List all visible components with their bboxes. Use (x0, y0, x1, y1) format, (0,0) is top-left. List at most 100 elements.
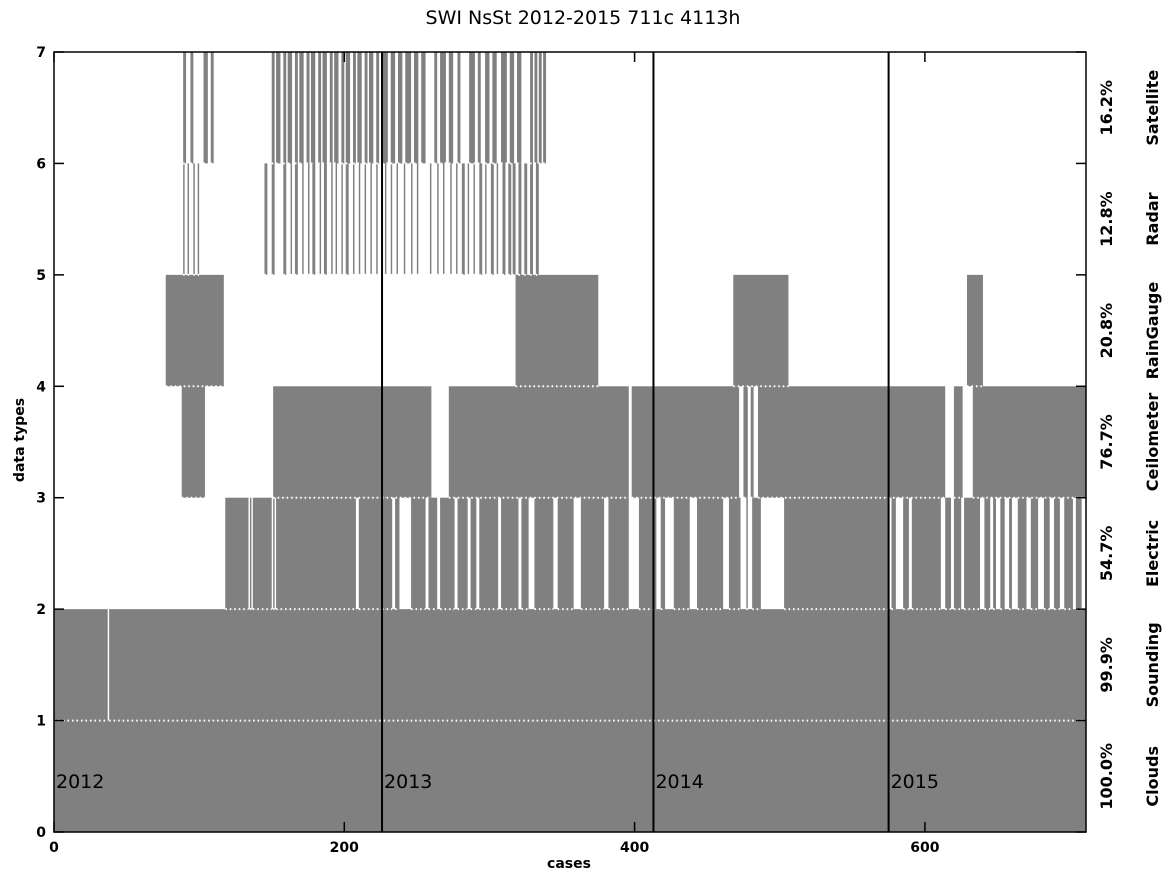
y-tick-label-5: 5 (36, 268, 46, 284)
cell-electric-26 (752, 497, 761, 610)
cell-satellite-22 (376, 52, 380, 164)
cell-satellite-17 (345, 52, 351, 164)
cell-electric-3 (273, 497, 275, 610)
cell-satellite-40 (530, 52, 533, 164)
cell-ceilometer-8 (953, 386, 963, 498)
cell-electric-16 (534, 497, 554, 610)
cell-radar-32 (450, 163, 452, 275)
cell-electric-5 (358, 497, 383, 610)
year-label-2013: 2013 (384, 771, 432, 793)
cell-satellite-29 (434, 52, 438, 164)
cell-electric-8 (411, 497, 426, 610)
cell-radar-15 (335, 163, 338, 275)
cell-raingauge-0 (165, 274, 224, 387)
row-percent-sounding: 99.9% (1097, 637, 1116, 693)
cell-radar-28 (416, 163, 419, 275)
cell-radar-11 (312, 163, 316, 275)
x-tick-label-600: 600 (910, 840, 939, 856)
cell-radar-3 (197, 163, 200, 275)
cell-radar-39 (490, 163, 494, 275)
cell-electric-19 (608, 497, 629, 610)
cell-satellite-0 (183, 52, 187, 164)
cell-radar-46 (530, 163, 533, 275)
cell-satellite-37 (501, 52, 507, 164)
cell-electric-13 (479, 497, 499, 610)
cell-electric-0 (225, 497, 249, 610)
cell-radar-26 (403, 163, 406, 275)
x-tick-label-200: 200 (330, 840, 359, 856)
row-name-radar: Radar (1143, 192, 1162, 245)
cell-electric-18 (580, 497, 605, 610)
cell-satellite-24 (390, 52, 396, 164)
row-name-electric: Electric (1143, 520, 1162, 587)
cell-radar-12 (319, 163, 322, 275)
cell-satellite-33 (469, 52, 475, 164)
cell-radar-33 (456, 163, 458, 275)
cell-radar-30 (437, 163, 439, 275)
cell-electric-11 (457, 497, 468, 610)
cell-electric-40 (1043, 497, 1050, 610)
cell-electric-30 (911, 497, 941, 610)
cell-radar-31 (443, 163, 445, 275)
cell-radar-18 (353, 163, 355, 275)
cell-raingauge-3 (966, 274, 983, 387)
row-name-clouds: Clouds (1143, 746, 1162, 807)
cell-electric-1 (249, 497, 252, 610)
cell-radar-29 (429, 163, 432, 275)
cell-electric-32 (953, 497, 962, 610)
cell-radar-22 (376, 163, 378, 275)
cell-radar-2 (193, 163, 195, 275)
cell-satellite-21 (368, 52, 374, 164)
row-percent-raingauge: 20.8% (1097, 303, 1116, 359)
cell-radar-17 (345, 163, 349, 275)
cell-electric-7 (395, 497, 400, 610)
cell-radar-35 (467, 163, 470, 275)
cell-satellite-8 (294, 52, 298, 164)
cell-electric-6 (382, 497, 393, 610)
cell-radar-14 (331, 163, 333, 275)
cell-radar-1 (187, 163, 189, 275)
cell-satellite-30 (440, 52, 446, 164)
year-label-2015: 2015 (891, 771, 939, 793)
cell-satellite-41 (534, 52, 538, 164)
cell-satellite-39 (517, 52, 522, 164)
cell-ceilometer-3 (448, 386, 629, 498)
row-percent-clouds: 100.0% (1097, 743, 1116, 810)
cell-ceilometer-0 (181, 386, 205, 498)
cell-radar-9 (302, 163, 304, 275)
row-percent-radar: 12.8% (1097, 191, 1116, 247)
cell-electric-22 (673, 497, 690, 610)
x-axis-label: cases (547, 856, 591, 872)
y-axis-label: data types (12, 398, 28, 482)
cell-radar-6 (283, 163, 287, 275)
cell-electric-36 (1000, 497, 1005, 610)
row-labels: 100.0% Clouds 99.9% Sounding 54.7% Electric 76… (1097, 70, 1162, 810)
year-label-2012: 2012 (56, 771, 104, 793)
y-tick-label-3: 3 (36, 491, 46, 507)
cell-radar-42 (508, 163, 512, 275)
row-percent-ceilometer: 76.7% (1097, 414, 1116, 470)
cell-ceilometer-7 (757, 386, 946, 498)
cell-sounding-1 (109, 609, 1086, 721)
cell-satellite-6 (283, 52, 287, 164)
y-tick-label-4: 4 (36, 379, 46, 395)
cell-ceilometer-1 (273, 386, 383, 498)
cell-satellite-35 (485, 52, 490, 164)
cell-radar-13 (323, 163, 327, 275)
plot-frame (53, 51, 1087, 833)
row-name-satellite: Satellite (1143, 70, 1162, 146)
row-percent-electric: 54.7% (1097, 526, 1116, 582)
cell-satellite-3 (210, 52, 214, 164)
cell-radar-4 (264, 163, 268, 275)
cell-radar-36 (473, 163, 475, 275)
cell-electric-4 (276, 497, 356, 610)
y-tick-label-2: 2 (36, 602, 46, 618)
cell-electric-39 (1030, 497, 1039, 610)
cell-radar-25 (396, 163, 398, 275)
cell-satellite-1 (190, 52, 194, 164)
cell-ceilometer-2 (382, 386, 432, 498)
cell-satellite-13 (322, 52, 327, 164)
cell-electric-24 (728, 497, 741, 610)
cell-electric-31 (945, 497, 952, 610)
cell-radar-8 (294, 163, 298, 275)
